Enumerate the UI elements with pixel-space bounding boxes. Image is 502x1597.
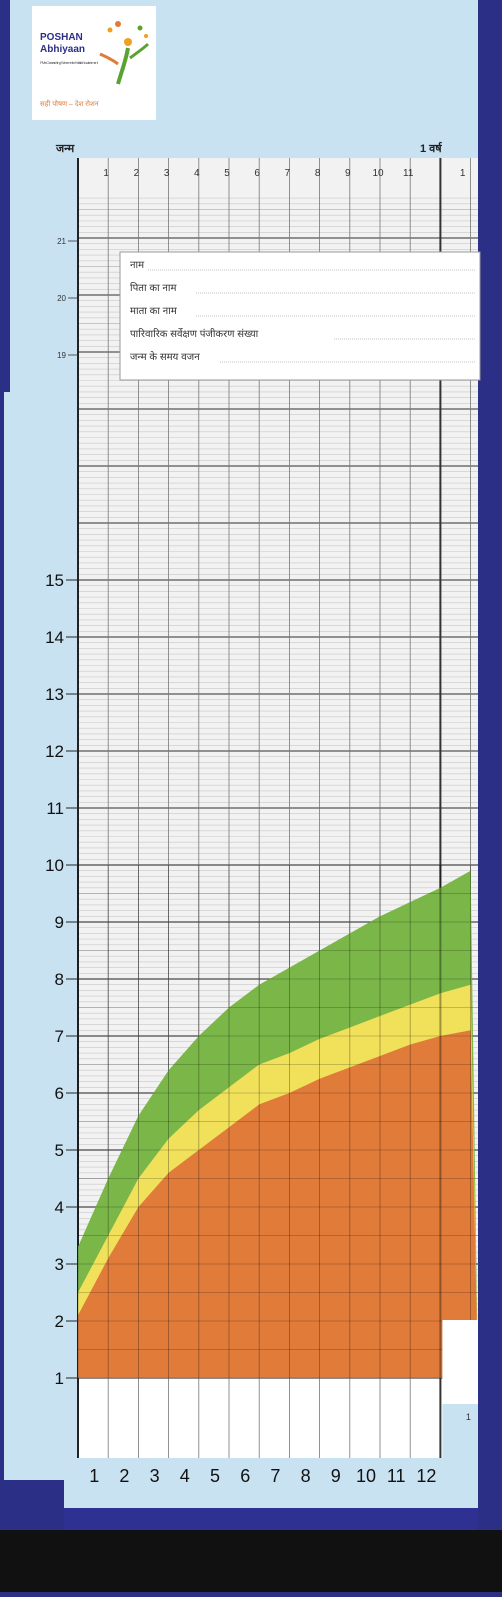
- top-month-label: 7: [285, 168, 291, 179]
- y-tick-label: 8: [55, 970, 64, 989]
- y-tick-label: 13: [45, 685, 64, 704]
- band-orange: [78, 1030, 478, 1378]
- footer-bar: [64, 1508, 478, 1530]
- top-month-label: 1: [103, 168, 109, 179]
- bottom-month-label: 4: [180, 1466, 190, 1486]
- y-tick-label: 3: [55, 1255, 64, 1274]
- logo-brand-line2: Abhiyaan: [40, 44, 85, 55]
- y-tick-label: 1: [55, 1369, 64, 1388]
- second-year-notch: [442, 1320, 478, 1404]
- y-tick-label: 7: [55, 1027, 64, 1046]
- y-tick-label: 11: [46, 799, 64, 818]
- year-label: 1 वर्ष: [420, 141, 443, 155]
- bottom-month-label: 7: [270, 1466, 280, 1486]
- y-tick-label: 5: [55, 1141, 64, 1160]
- info-field-label: माता का नाम: [130, 306, 178, 317]
- y-tick-label: 4: [55, 1198, 64, 1217]
- info-field-label: पारिवारिक सर्वेक्षण पंजीकरण संख्या: [130, 328, 259, 340]
- top-month-label: 3: [164, 168, 170, 179]
- bottom-month-label: 9: [331, 1466, 341, 1486]
- top-month-label: 11: [403, 168, 414, 179]
- bottom-strip: [0, 1530, 502, 1592]
- top-month-label: 4: [194, 168, 200, 179]
- y-tick-label-upper: 19: [57, 351, 66, 360]
- y-tick-label-upper: 20: [57, 294, 66, 303]
- top-month-label: 5: [224, 168, 230, 179]
- second-year-notch-lower: [442, 1404, 478, 1458]
- bottom-month-label: 11: [387, 1466, 406, 1486]
- top-month-label: 9: [345, 168, 351, 179]
- top-month-label: 10: [372, 168, 384, 179]
- bottom-month-label: 3: [150, 1466, 160, 1486]
- lower-white-area: [78, 1378, 478, 1458]
- second-year-month-label: 1: [466, 1412, 471, 1422]
- y-tick-label-upper: 21: [57, 237, 66, 246]
- bottom-month-label: 6: [240, 1466, 250, 1486]
- bottom-month-label: 10: [356, 1466, 376, 1486]
- poshan-logo: POSHAN Abhiyaan PM's Overarching Scheme …: [32, 6, 156, 120]
- bottom-month-label: 8: [301, 1466, 311, 1486]
- y-tick-label: 9: [55, 913, 64, 932]
- band-layer: [77, 864, 478, 1458]
- bottom-month-label: 5: [210, 1466, 220, 1486]
- y-tick-label: 14: [45, 628, 64, 647]
- birth-label: जन्म: [55, 143, 75, 155]
- y-tick-label: 6: [55, 1084, 64, 1103]
- logo-slogan: सही पोषण – देश रोशन: [40, 99, 99, 108]
- y-tick-label: 12: [45, 742, 64, 761]
- bottom-month-label: 12: [416, 1466, 436, 1486]
- top-month-label: 2: [134, 168, 140, 179]
- bottom-panel: [64, 1480, 478, 1508]
- info-field-label: जन्म के समय वजन: [130, 351, 200, 363]
- y-tick-label: 15: [45, 571, 64, 590]
- logo-figure-icon: [99, 21, 150, 85]
- top-next-year-label: 1: [460, 168, 466, 179]
- info-field-label: पिता का नाम: [130, 282, 178, 294]
- logo-tagline: PM's Overarching Scheme for Holistic Nou…: [40, 60, 99, 65]
- info-field-label: नाम: [130, 260, 145, 271]
- bottom-month-label: 2: [119, 1466, 129, 1486]
- top-month-label: 8: [315, 168, 321, 179]
- bottom-month-label: 1: [89, 1466, 99, 1486]
- y-tick-label: 10: [45, 856, 64, 875]
- info-fields: नाम पिता का नाम माता का नाम पारिवारिक सर्वे…: [130, 260, 476, 363]
- y-tick-label: 2: [55, 1312, 64, 1331]
- top-month-label: 6: [254, 168, 260, 179]
- logo-brand-line1: POSHAN: [40, 32, 83, 43]
- child-info-box: नाम पिता का नाम माता का नाम पारिवारिक सर्वे…: [119, 251, 481, 381]
